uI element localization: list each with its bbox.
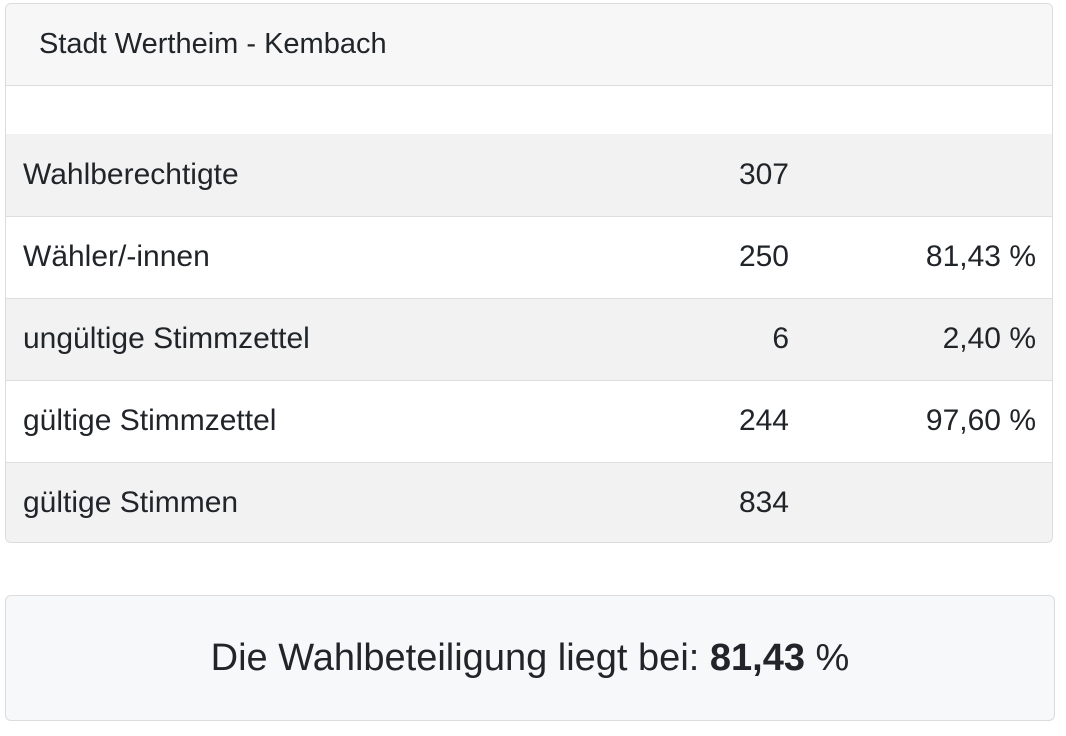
- row-label: Wähler/-innen: [6, 215, 583, 298]
- row-percent: 81,43 %: [789, 215, 1052, 298]
- table-row-waehler: Wähler/-innen 250 81,43 %: [6, 215, 1052, 298]
- stats-table: Wahlberechtigte 307 Wähler/-innen 250 81…: [6, 134, 1052, 542]
- table-row-gueltige-stimmzettel: gültige Stimmzettel 244 97,60 %: [6, 379, 1052, 462]
- table-row-gueltige-stimmen: gültige Stimmen 834: [6, 461, 1052, 542]
- row-percent: [789, 134, 1052, 216]
- turnout-box: Die Wahlbeteiligung liegt bei: 81,43 %: [5, 595, 1055, 721]
- row-count: 244: [583, 379, 789, 462]
- turnout-suffix: %: [804, 636, 850, 679]
- turnout-prefix: Die Wahlbeteiligung liegt bei:: [210, 636, 710, 679]
- table-row-wahlberechtigte: Wahlberechtigte 307: [6, 134, 1052, 216]
- results-card: Stadt Wertheim - Kembach Wahlberechtigte…: [5, 3, 1053, 543]
- row-count: 250: [583, 215, 789, 298]
- row-label: ungültige Stimmzettel: [6, 297, 583, 380]
- row-count: 6: [583, 297, 789, 380]
- table-row-ungueltige-stimmzettel: ungültige Stimmzettel 6 2,40 %: [6, 297, 1052, 380]
- turnout-value: 81,43: [709, 636, 805, 679]
- spacer-row: [6, 86, 1052, 134]
- row-percent: [789, 461, 1052, 542]
- row-label: Wahlberechtigte: [23, 157, 239, 191]
- row-percent: 97,60 %: [789, 379, 1052, 462]
- row-label: gültige Stimmen: [6, 461, 583, 542]
- card-header: Stadt Wertheim - Kembach: [6, 4, 1052, 86]
- municipality-title: Stadt Wertheim - Kembach: [39, 28, 387, 60]
- row-percent: 2,40 %: [789, 297, 1052, 380]
- row-count: 307: [738, 157, 789, 191]
- row-count: 834: [583, 461, 789, 542]
- row-label: gültige Stimmzettel: [6, 379, 583, 462]
